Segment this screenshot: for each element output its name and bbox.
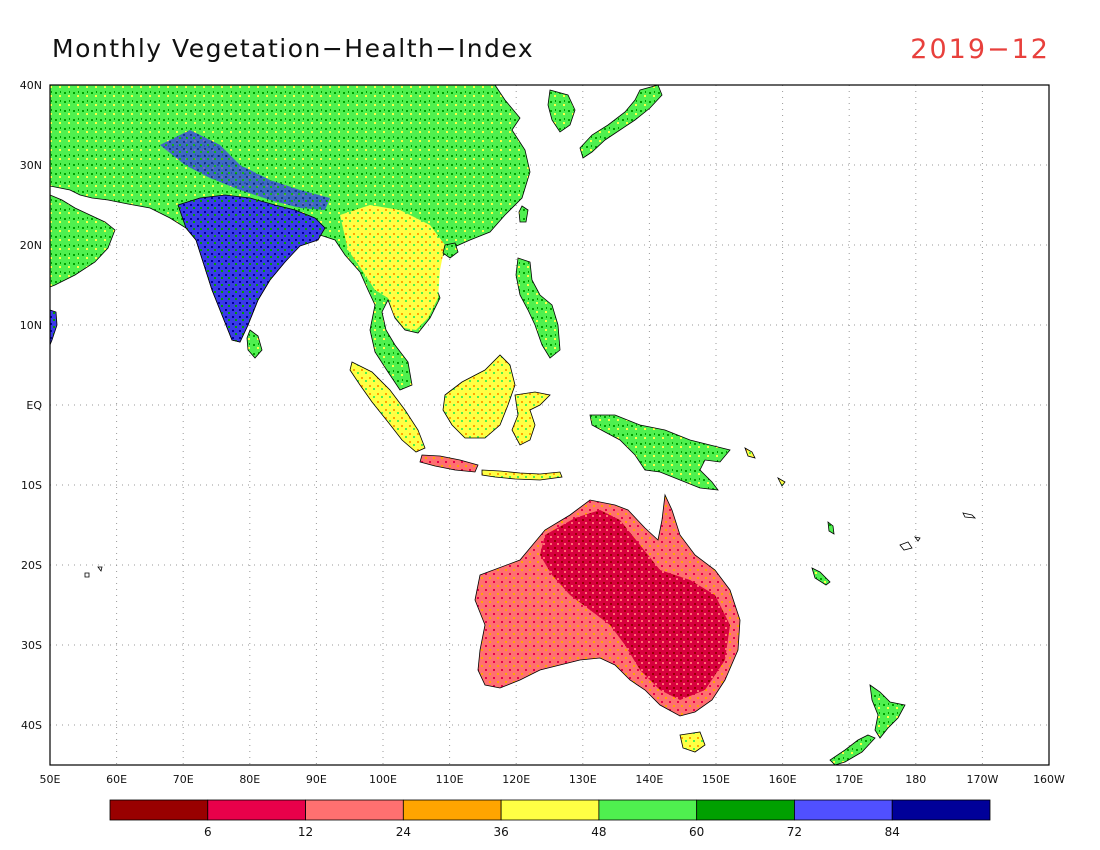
lat-tick-label: 30S	[21, 639, 42, 652]
date-label: 2019−12	[910, 34, 1050, 65]
map-frame	[49, 84, 1050, 766]
maldives-edge	[50, 309, 58, 346]
colorbar-swatch	[109, 799, 209, 821]
colorbar-label: 72	[787, 825, 802, 839]
colorbar-label: 48	[591, 825, 606, 839]
vanuatu	[827, 521, 835, 535]
colorbar-swatch	[402, 799, 502, 821]
lon-tick-label: 60E	[106, 773, 127, 786]
java	[419, 454, 479, 473]
lon-tick-label: 170W	[966, 773, 998, 786]
india	[177, 194, 326, 343]
korea	[547, 89, 576, 133]
new-zealand-north	[869, 684, 906, 739]
solomon-islands	[744, 447, 786, 487]
lat-tick-label: EQ	[26, 399, 42, 412]
colorbar: 6 12 24 36 48 60 72 84	[109, 799, 991, 839]
colorbar-swatch	[696, 799, 795, 821]
land-areas	[50, 85, 977, 765]
tasmania	[679, 731, 706, 753]
taiwan	[518, 205, 529, 223]
tibet-band	[160, 130, 330, 210]
tonga	[962, 512, 977, 519]
lat-tick-label: 30N	[20, 159, 42, 172]
colorbar-label: 12	[298, 825, 313, 839]
lon-tick-label: 120E	[502, 773, 530, 786]
lat-tick-label: 20S	[21, 559, 42, 572]
lon-tick-label: 110E	[436, 773, 464, 786]
lon-tick-label: 180	[905, 773, 926, 786]
colorbar-label: 6	[204, 825, 212, 839]
mauritius	[84, 566, 103, 578]
new-zealand-south	[829, 734, 876, 765]
lat-tick-label: 20N	[20, 239, 42, 252]
philippines	[515, 257, 561, 359]
sumatra	[349, 361, 426, 453]
hainan	[442, 242, 459, 259]
lat-tick-label: 40S	[21, 719, 42, 732]
colorbar-swatch	[500, 799, 600, 821]
lon-tick-label: 80E	[239, 773, 260, 786]
australia-interior	[540, 510, 730, 700]
new-caledonia	[811, 567, 831, 586]
colorbar-label: 36	[493, 825, 508, 839]
arabia	[50, 194, 116, 288]
fiji	[899, 536, 921, 551]
sulawesi	[511, 391, 551, 446]
colorbar-swatch	[598, 799, 698, 821]
colorbar-label: 60	[689, 825, 704, 839]
new-guinea	[589, 414, 731, 491]
sri-lanka	[246, 329, 263, 359]
lon-tick-label: 170E	[835, 773, 863, 786]
colorbar-swatch	[207, 799, 306, 821]
lon-tick-label: 160W	[1033, 773, 1065, 786]
colorbar-label: 84	[885, 825, 900, 839]
longitude-labels: 50E 60E 70E 80E 90E 100E 110E 120E 130E 140E 150E 1…	[40, 773, 1066, 786]
lon-tick-label: 140E	[635, 773, 663, 786]
lon-tick-label: 150E	[702, 773, 730, 786]
colorbar-swatch	[305, 799, 404, 821]
lon-tick-label: 160E	[769, 773, 797, 786]
indochina	[340, 205, 445, 330]
lon-tick-label: 100E	[369, 773, 397, 786]
japan	[579, 85, 663, 159]
lat-tick-label: 10N	[20, 319, 42, 332]
chart-title: Monthly Vegetation−Health−Index	[52, 34, 535, 63]
lat-tick-label: 40N	[20, 79, 42, 92]
lon-tick-label: 70E	[173, 773, 194, 786]
colorbar-label: 24	[396, 825, 411, 839]
lon-tick-label: 90E	[306, 773, 327, 786]
colorbar-swatch	[794, 799, 893, 821]
lon-tick-label: 130E	[569, 773, 597, 786]
latitude-labels: 40N 30N 20N 10N EQ 10S 20S 30S 40S	[20, 79, 43, 732]
lat-tick-label: 10S	[21, 479, 42, 492]
colorbar-swatch	[891, 799, 991, 821]
lesser-sunda	[481, 469, 563, 481]
borneo	[442, 354, 516, 439]
lon-tick-label: 50E	[40, 773, 61, 786]
